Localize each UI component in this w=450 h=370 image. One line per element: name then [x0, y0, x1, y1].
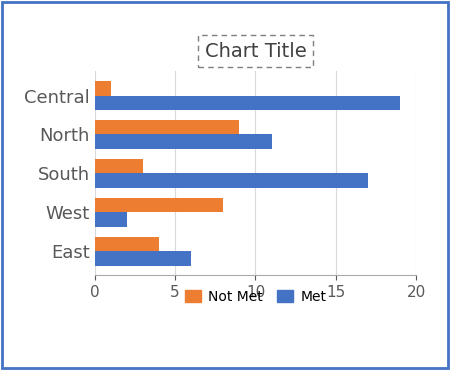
Legend: Not Met, Met: Not Met, Met [179, 284, 332, 309]
Text: Chart Title: Chart Title [205, 41, 306, 61]
Bar [94, 251, 191, 266]
Bar [94, 159, 143, 174]
Bar [94, 95, 400, 110]
Bar [94, 174, 368, 188]
Bar [94, 212, 127, 227]
Bar [94, 81, 111, 95]
Bar [94, 134, 272, 149]
Bar [94, 120, 239, 134]
Bar [94, 198, 223, 212]
Bar [94, 236, 159, 251]
